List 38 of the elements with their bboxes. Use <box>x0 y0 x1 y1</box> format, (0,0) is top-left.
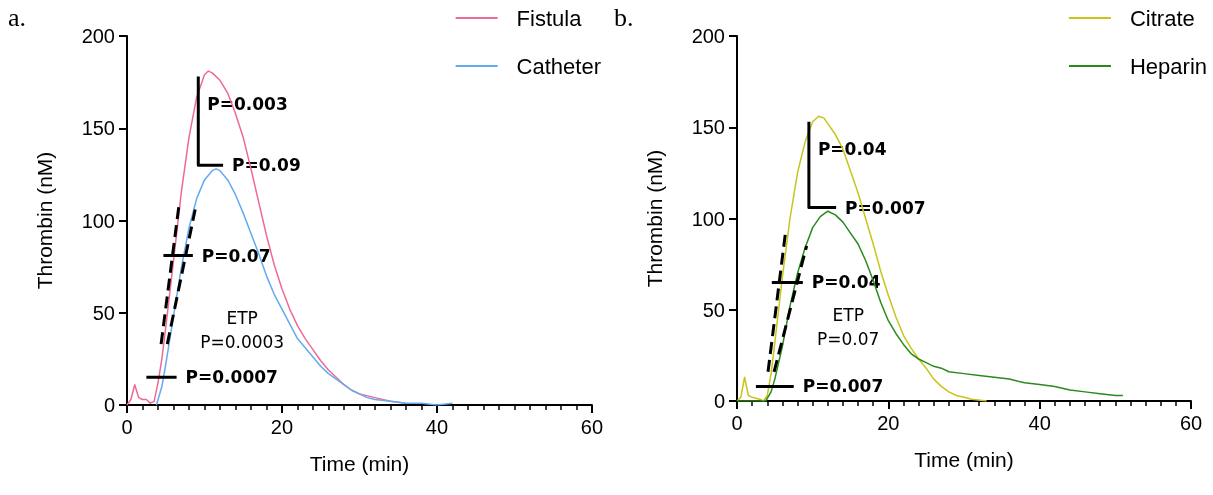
legend-label: Heparin <box>1129 53 1207 79</box>
x-tick-label: 20 <box>270 416 294 438</box>
y-axis-title: Thrombin (nM) <box>643 149 666 288</box>
chart-title: a. <box>8 2 27 32</box>
x-tick-label: 0 <box>731 412 743 434</box>
chart-title: b. <box>614 2 634 32</box>
legend-label: Citrate <box>1129 5 1195 31</box>
x-tick-label: 20 <box>877 412 900 434</box>
annotation: ETP <box>226 308 258 329</box>
annotation: P=0.0007 <box>185 367 278 388</box>
line-series <box>736 115 988 402</box>
annotation: P=0.003 <box>207 94 288 115</box>
y-tick-label: 50 <box>702 298 725 321</box>
x-tick-label: 0 <box>121 416 133 438</box>
y-tick-label: 0 <box>103 394 115 416</box>
y-tick-label: 100 <box>691 207 725 230</box>
x-tick-label: 40 <box>425 416 449 438</box>
y-tick-label: 0 <box>713 390 725 412</box>
annotation: P=0.09 <box>232 155 301 176</box>
x-axis-title: Time (min) <box>309 452 410 475</box>
legend-label: Catheter <box>516 53 602 79</box>
legend-label: Fistula <box>516 5 583 31</box>
y-tick-label: 50 <box>92 301 115 324</box>
y-tick-label: 200 <box>81 25 115 47</box>
y-tick-label: 150 <box>81 117 115 140</box>
x-tick-label: 40 <box>1028 412 1051 434</box>
annotation: P=0.0003 <box>200 332 285 353</box>
annotation: ETP <box>832 305 864 326</box>
annotation: P=0.07 <box>201 245 271 266</box>
y-axis-title: Thrombin (nM) <box>33 151 56 290</box>
x-tick-label: 60 <box>1179 412 1203 434</box>
y-tick-label: 150 <box>691 116 725 139</box>
y-tick-label: 200 <box>691 25 725 47</box>
annotation: P=0.07 <box>817 329 880 350</box>
x-tick-label: 60 <box>580 416 603 438</box>
y-tick-label: 100 <box>81 209 115 232</box>
annotation: P=0.007 <box>802 376 884 397</box>
x-axis-title: Time (min) <box>914 448 1014 471</box>
